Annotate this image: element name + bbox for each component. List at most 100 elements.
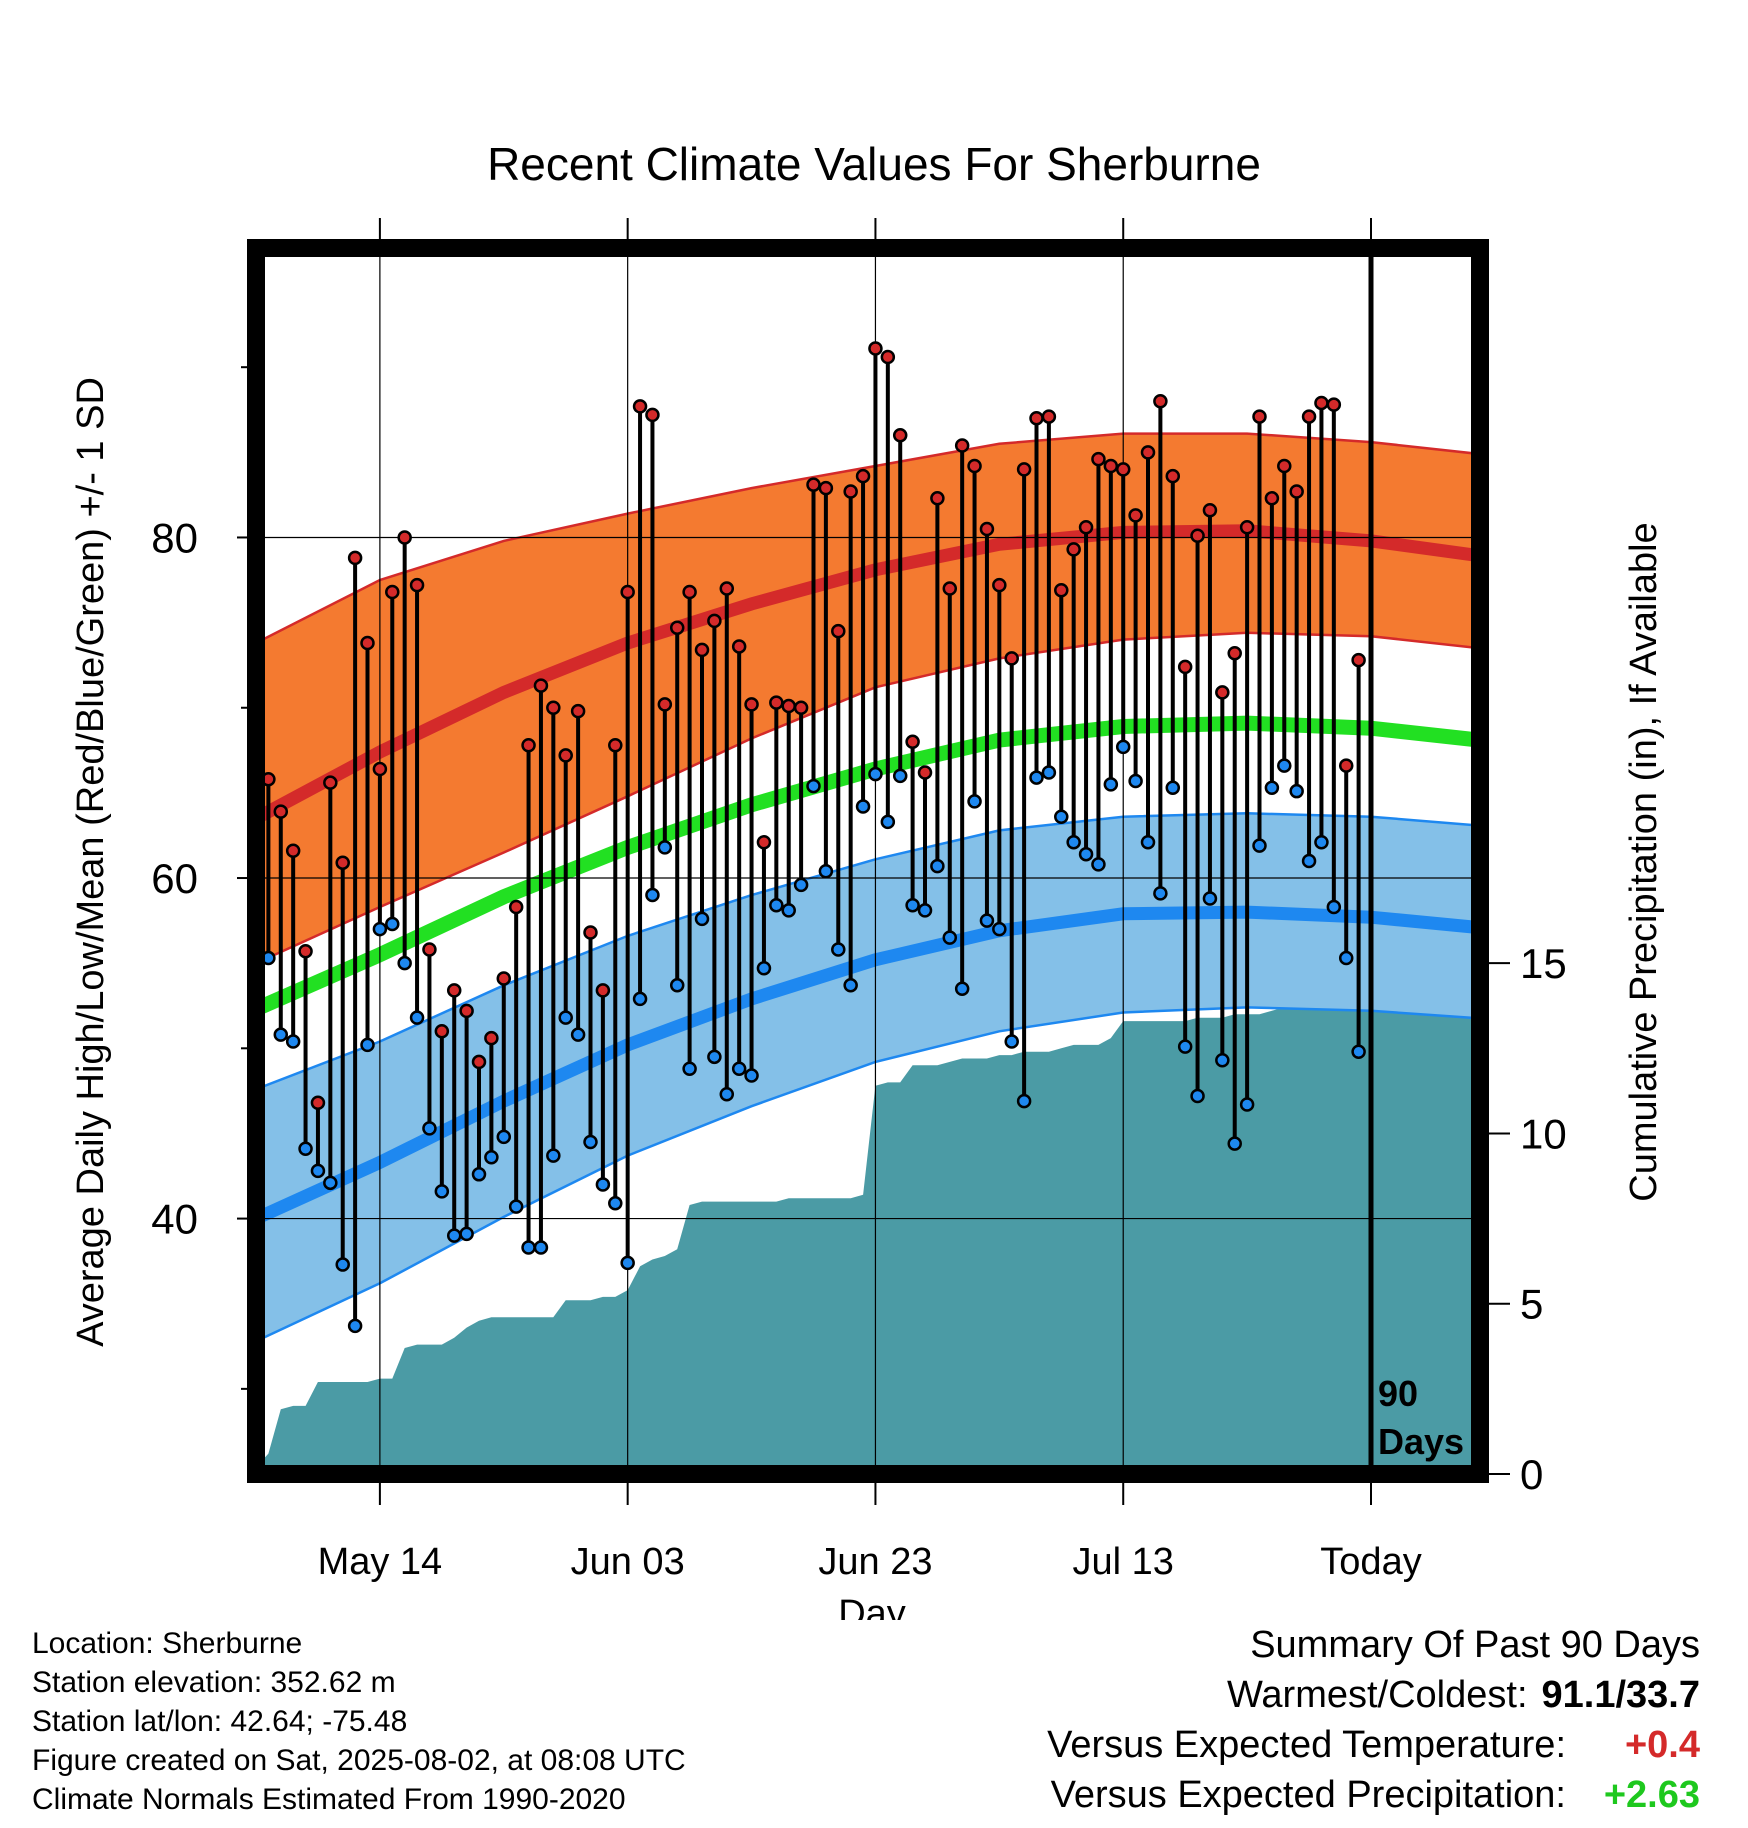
daily-low-dot	[310, 1163, 326, 1179]
daily-low-dot	[1115, 739, 1131, 755]
daily-high-dot	[1153, 394, 1168, 409]
daily-high-dot	[756, 835, 772, 850]
daily-low-dot	[347, 1318, 363, 1334]
daily-low-dot	[471, 1167, 487, 1182]
daily-high-dot	[843, 484, 858, 499]
daily-high-dot	[446, 983, 462, 998]
daily-low-dot	[446, 1228, 462, 1243]
daily-high-dot	[1252, 409, 1267, 424]
daily-high-dot	[892, 428, 908, 443]
daily-high-dot	[645, 407, 660, 423]
daily-high-dot	[992, 577, 1007, 593]
daily-low-dot	[608, 1196, 623, 1211]
warmest-label: Warmest/Coldest:	[1226, 1674, 1528, 1716]
daily-low-dot	[273, 1027, 289, 1042]
daily-low-dot	[831, 942, 846, 957]
station-info: Location: Sherburne Station elevation: 3…	[32, 1624, 686, 1819]
elevation-text: Station elevation: 352.62 m	[32, 1666, 396, 1699]
daily-high-dot	[954, 438, 970, 453]
summary-temp-row: Versus Expected Temperature: +0.4	[1047, 1720, 1700, 1770]
daily-low-dot	[818, 863, 834, 879]
daily-high-dot	[1140, 445, 1156, 460]
daily-low-dot	[1054, 809, 1069, 824]
daily-low-dot	[645, 887, 660, 903]
daily-high-dot	[930, 491, 945, 506]
daily-low-dot	[1177, 1039, 1193, 1054]
daily-low-dot	[1029, 770, 1044, 785]
daily-high-dot	[285, 843, 301, 859]
y-tick-label: 60	[151, 855, 198, 902]
y2-tick-label: 0	[1520, 1451, 1543, 1498]
daily-low-dot	[669, 978, 685, 993]
x-tick-label: Jun 23	[818, 1541, 932, 1583]
daily-high-dot	[880, 349, 896, 365]
location-text: Location: Sherburne	[32, 1627, 303, 1660]
daily-high-dot	[1338, 758, 1354, 773]
daily-high-dot	[608, 737, 623, 753]
daily-high-dot	[967, 458, 982, 474]
daily-low-dot	[1277, 758, 1292, 773]
y2-tick-label: 5	[1520, 1281, 1543, 1328]
daily-low-dot	[484, 1150, 499, 1165]
daily-high-dot	[769, 695, 784, 710]
daily-high-dot	[1177, 659, 1193, 675]
daily-low-dot	[979, 913, 995, 928]
daily-high-dot	[484, 1030, 499, 1046]
climate-chart: Recent Climate Values For Sherburne 90 Da…	[70, 138, 1665, 1620]
daily-low-dot	[434, 1184, 450, 1199]
daily-high-dot	[1326, 397, 1342, 412]
daily-low-dot	[930, 858, 945, 874]
daily-low-dot	[781, 903, 796, 918]
daily-low-dot	[1264, 780, 1280, 796]
daily-low-dot	[1351, 1044, 1366, 1059]
daily-high-dot	[719, 581, 735, 596]
daily-low-dot	[335, 1257, 350, 1272]
plot-frame	[247, 239, 1489, 1483]
daily-low-dot	[570, 1027, 586, 1042]
daily-high-dot	[1066, 542, 1081, 557]
daily-high-dot	[1115, 462, 1131, 477]
daily-high-dot	[1165, 468, 1181, 484]
daily-high-dot	[1190, 528, 1205, 544]
daily-high-dot	[781, 698, 796, 714]
temp-value: +0.4	[1624, 1724, 1700, 1766]
daily-low-dot	[892, 768, 908, 784]
daily-low-dot	[1165, 780, 1181, 796]
y2-tick-label: 10	[1520, 1110, 1567, 1157]
daily-low-dot	[694, 911, 710, 927]
daily-low-dot	[385, 916, 400, 932]
daily-low-dot	[372, 921, 388, 937]
daily-low-dot	[756, 961, 772, 976]
daily-low-dot	[954, 981, 970, 996]
x-axis-label: Day	[838, 1593, 906, 1620]
daily-high-dot	[409, 577, 425, 593]
daily-low-dot	[1314, 835, 1329, 850]
daily-low-dot	[298, 1141, 313, 1157]
daily-high-dot	[1103, 458, 1119, 474]
daily-high-dot	[397, 530, 412, 545]
daily-high-dot	[905, 734, 920, 750]
daily-high-dot	[533, 678, 549, 693]
daily-high-dot	[360, 635, 375, 651]
daily-high-dot	[1029, 411, 1044, 426]
precip-value: +2.63	[1603, 1774, 1700, 1816]
daily-high-dot	[385, 584, 400, 600]
daily-low-dot	[905, 898, 920, 913]
daily-high-dot	[1078, 520, 1094, 535]
daily-low-dot	[496, 1129, 512, 1145]
daily-low-dot	[992, 921, 1007, 937]
daily-high-dot	[546, 700, 561, 715]
daily-high-dot	[335, 855, 350, 870]
daily-high-dot	[1239, 520, 1255, 535]
daily-high-dot	[831, 623, 846, 639]
daily-high-dot	[917, 765, 933, 780]
daily-high-dot	[818, 480, 834, 496]
daily-high-dot	[979, 521, 995, 537]
daily-low-dot	[1041, 765, 1057, 780]
daily-high-dot	[521, 737, 536, 753]
daily-low-dot	[595, 1177, 611, 1192]
daily-high-dot	[694, 642, 710, 658]
daily-high-dot	[508, 899, 524, 915]
daily-high-dot	[1314, 395, 1329, 411]
daily-low-dot	[1202, 891, 1218, 906]
